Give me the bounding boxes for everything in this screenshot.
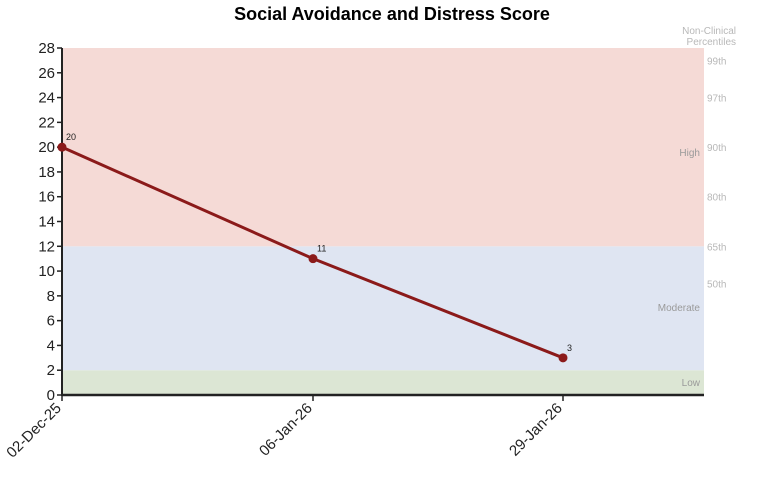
- y-tick-label: 2: [47, 362, 55, 379]
- data-point: [558, 353, 568, 363]
- severity-bands: Low Moderate High: [62, 48, 704, 395]
- data-label: 20: [66, 132, 76, 142]
- y-tick-label: 26: [38, 65, 55, 82]
- series-layer: 20 11 3: [57, 132, 572, 363]
- y-tick-label: 28: [38, 40, 55, 57]
- percentile-label: 99th: [707, 56, 726, 67]
- band-low: [62, 370, 704, 395]
- percentile-label: 90th: [707, 143, 726, 154]
- y-tick-label: 0: [47, 387, 55, 404]
- percentile-label: 97th: [707, 94, 726, 105]
- band-label: Low: [682, 378, 701, 389]
- x-tick-label: 02-Dec-25: [3, 400, 65, 462]
- data-label: 11: [317, 244, 326, 254]
- y-tick-label: 4: [47, 337, 55, 354]
- data-point: [308, 254, 318, 264]
- y-tick-label: 6: [47, 313, 55, 330]
- y-tick-label: 16: [38, 189, 55, 206]
- y-tick-label: 10: [38, 263, 55, 280]
- band-high: [62, 48, 704, 247]
- band-label: Moderate: [658, 303, 701, 314]
- data-label: 3: [567, 343, 572, 353]
- chart-title: Social Avoidance and Distress Score: [234, 4, 550, 24]
- y-tick-label: 14: [38, 214, 55, 231]
- band-label: High: [679, 148, 700, 159]
- percentile-label: 65th: [707, 242, 726, 253]
- y-tick-label: 18: [38, 164, 55, 181]
- data-point: [57, 142, 67, 152]
- percentile-header: Percentiles: [687, 37, 736, 48]
- y-tick-label: 8: [47, 288, 55, 305]
- x-tick-label: 29-Jan-26: [506, 400, 566, 460]
- x-tick-label: 06-Jan-26: [256, 400, 316, 460]
- y-tick-label: 24: [38, 90, 55, 107]
- band-moderate: [62, 246, 704, 371]
- y-tick-label: 20: [38, 139, 55, 156]
- percentile-label: 80th: [707, 193, 726, 204]
- y-tick-label: 22: [38, 114, 55, 131]
- y-tick-label: 12: [38, 238, 55, 255]
- percentile-header: Non-Clinical: [682, 26, 736, 37]
- percentile-label: 50th: [707, 279, 726, 290]
